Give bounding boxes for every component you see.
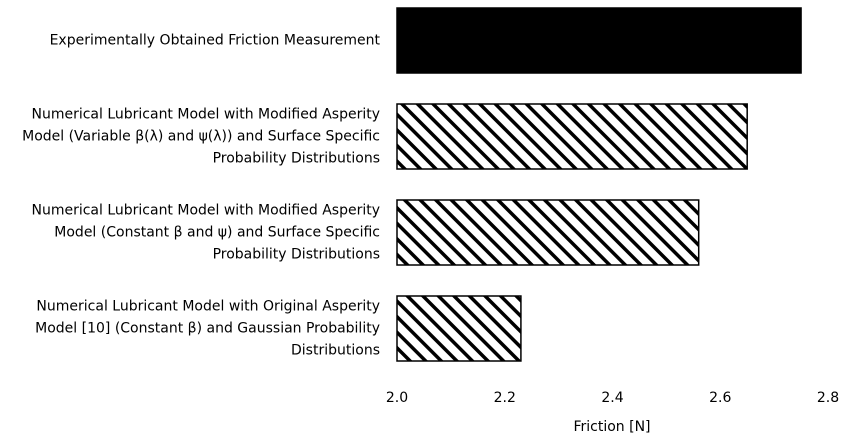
y-tick-label: Numerical Lubricant Model with Original …: [35, 299, 380, 359]
bar: [396, 103, 748, 170]
y-tick-label: Numerical Lubricant Model with Modified …: [31, 203, 380, 263]
x-tick-label: 2.2: [494, 390, 516, 406]
x-tick-label: 2.0: [386, 390, 408, 406]
bar: [396, 7, 802, 74]
bar: [396, 199, 700, 266]
x-axis-title: Friction [N]: [573, 419, 650, 435]
x-tick-label: 2.8: [817, 390, 839, 406]
y-tick-label: Experimentally Obtained Friction Measure…: [50, 33, 381, 49]
x-tick-label: 2.4: [601, 390, 623, 406]
bar: [396, 295, 522, 362]
y-tick-label: Numerical Lubricant Model with Modified …: [22, 107, 380, 167]
x-tick-label: 2.6: [709, 390, 731, 406]
